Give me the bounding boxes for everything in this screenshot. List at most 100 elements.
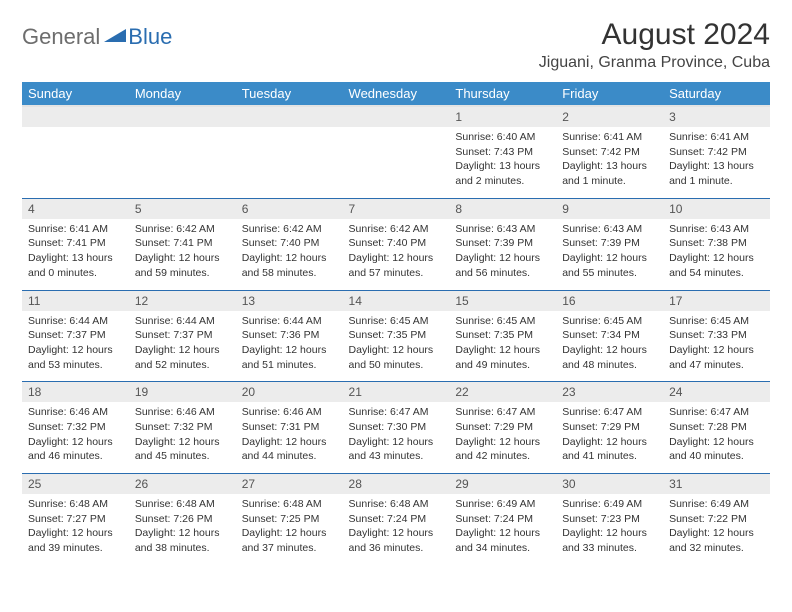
day-number: 12 <box>129 291 236 311</box>
week-row: 4Sunrise: 6:41 AMSunset: 7:41 PMDaylight… <box>22 198 770 290</box>
day-body: Sunrise: 6:49 AMSunset: 7:22 PMDaylight:… <box>663 494 770 565</box>
day-number: 30 <box>556 474 663 494</box>
logo: General Blue <box>22 18 172 50</box>
weekday-header: Tuesday <box>236 82 343 106</box>
day-cell: 13Sunrise: 6:44 AMSunset: 7:36 PMDayligh… <box>236 290 343 382</box>
day-number: 29 <box>449 474 556 494</box>
day-body: Sunrise: 6:45 AMSunset: 7:34 PMDaylight:… <box>556 311 663 382</box>
day-cell <box>343 106 450 198</box>
day-body: Sunrise: 6:45 AMSunset: 7:35 PMDaylight:… <box>343 311 450 382</box>
day-body: Sunrise: 6:47 AMSunset: 7:29 PMDaylight:… <box>556 402 663 473</box>
day-cell: 1Sunrise: 6:40 AMSunset: 7:43 PMDaylight… <box>449 106 556 198</box>
logo-text-blue: Blue <box>128 24 172 50</box>
day-body: Sunrise: 6:48 AMSunset: 7:27 PMDaylight:… <box>22 494 129 565</box>
day-body: Sunrise: 6:42 AMSunset: 7:40 PMDaylight:… <box>236 219 343 290</box>
day-cell <box>129 106 236 198</box>
day-cell: 23Sunrise: 6:47 AMSunset: 7:29 PMDayligh… <box>556 382 663 474</box>
day-number: 18 <box>22 382 129 402</box>
day-body: Sunrise: 6:43 AMSunset: 7:39 PMDaylight:… <box>556 219 663 290</box>
day-number: 24 <box>663 382 770 402</box>
day-cell: 12Sunrise: 6:44 AMSunset: 7:37 PMDayligh… <box>129 290 236 382</box>
day-cell: 20Sunrise: 6:46 AMSunset: 7:31 PMDayligh… <box>236 382 343 474</box>
day-cell <box>236 106 343 198</box>
day-body: Sunrise: 6:40 AMSunset: 7:43 PMDaylight:… <box>449 127 556 198</box>
logo-triangle-icon <box>104 27 126 48</box>
day-body: Sunrise: 6:44 AMSunset: 7:37 PMDaylight:… <box>22 311 129 382</box>
day-number: 10 <box>663 199 770 219</box>
week-row: 1Sunrise: 6:40 AMSunset: 7:43 PMDaylight… <box>22 106 770 198</box>
day-cell: 22Sunrise: 6:47 AMSunset: 7:29 PMDayligh… <box>449 382 556 474</box>
day-cell: 7Sunrise: 6:42 AMSunset: 7:40 PMDaylight… <box>343 198 450 290</box>
day-cell: 2Sunrise: 6:41 AMSunset: 7:42 PMDaylight… <box>556 106 663 198</box>
day-body: Sunrise: 6:42 AMSunset: 7:41 PMDaylight:… <box>129 219 236 290</box>
day-body: Sunrise: 6:47 AMSunset: 7:29 PMDaylight:… <box>449 402 556 473</box>
header-row: SundayMondayTuesdayWednesdayThursdayFrid… <box>22 82 770 106</box>
day-number: 2 <box>556 107 663 127</box>
day-body: Sunrise: 6:44 AMSunset: 7:36 PMDaylight:… <box>236 311 343 382</box>
day-number: 25 <box>22 474 129 494</box>
header: General Blue August 2024 Jiguani, Granma… <box>22 18 770 72</box>
week-row: 11Sunrise: 6:44 AMSunset: 7:37 PMDayligh… <box>22 290 770 382</box>
day-number <box>236 107 343 127</box>
weekday-header: Thursday <box>449 82 556 106</box>
day-cell: 31Sunrise: 6:49 AMSunset: 7:22 PMDayligh… <box>663 474 770 565</box>
day-number: 19 <box>129 382 236 402</box>
weekday-header: Friday <box>556 82 663 106</box>
day-cell: 8Sunrise: 6:43 AMSunset: 7:39 PMDaylight… <box>449 198 556 290</box>
day-number: 15 <box>449 291 556 311</box>
day-cell: 27Sunrise: 6:48 AMSunset: 7:25 PMDayligh… <box>236 474 343 565</box>
day-body: Sunrise: 6:46 AMSunset: 7:31 PMDaylight:… <box>236 402 343 473</box>
day-body <box>236 127 343 154</box>
day-cell: 25Sunrise: 6:48 AMSunset: 7:27 PMDayligh… <box>22 474 129 565</box>
location-subtitle: Jiguani, Granma Province, Cuba <box>539 54 770 72</box>
day-number <box>343 107 450 127</box>
day-number: 23 <box>556 382 663 402</box>
day-body: Sunrise: 6:46 AMSunset: 7:32 PMDaylight:… <box>22 402 129 473</box>
day-number: 8 <box>449 199 556 219</box>
day-number: 4 <box>22 199 129 219</box>
day-number: 1 <box>449 107 556 127</box>
day-number <box>22 107 129 127</box>
day-body: Sunrise: 6:43 AMSunset: 7:38 PMDaylight:… <box>663 219 770 290</box>
day-body: Sunrise: 6:48 AMSunset: 7:25 PMDaylight:… <box>236 494 343 565</box>
day-body: Sunrise: 6:42 AMSunset: 7:40 PMDaylight:… <box>343 219 450 290</box>
day-number: 28 <box>343 474 450 494</box>
day-body: Sunrise: 6:41 AMSunset: 7:42 PMDaylight:… <box>663 127 770 198</box>
day-number: 5 <box>129 199 236 219</box>
day-number: 11 <box>22 291 129 311</box>
day-cell: 24Sunrise: 6:47 AMSunset: 7:28 PMDayligh… <box>663 382 770 474</box>
day-cell: 6Sunrise: 6:42 AMSunset: 7:40 PMDaylight… <box>236 198 343 290</box>
day-cell: 9Sunrise: 6:43 AMSunset: 7:39 PMDaylight… <box>556 198 663 290</box>
day-body: Sunrise: 6:41 AMSunset: 7:42 PMDaylight:… <box>556 127 663 198</box>
day-cell: 3Sunrise: 6:41 AMSunset: 7:42 PMDaylight… <box>663 106 770 198</box>
page-title: August 2024 <box>539 18 770 52</box>
day-number: 14 <box>343 291 450 311</box>
day-body: Sunrise: 6:47 AMSunset: 7:28 PMDaylight:… <box>663 402 770 473</box>
day-body <box>22 127 129 154</box>
day-number: 20 <box>236 382 343 402</box>
day-number <box>129 107 236 127</box>
day-cell: 5Sunrise: 6:42 AMSunset: 7:41 PMDaylight… <box>129 198 236 290</box>
day-cell: 4Sunrise: 6:41 AMSunset: 7:41 PMDaylight… <box>22 198 129 290</box>
day-body: Sunrise: 6:45 AMSunset: 7:33 PMDaylight:… <box>663 311 770 382</box>
day-number: 7 <box>343 199 450 219</box>
title-block: August 2024 Jiguani, Granma Province, Cu… <box>539 18 770 72</box>
day-cell: 15Sunrise: 6:45 AMSunset: 7:35 PMDayligh… <box>449 290 556 382</box>
day-cell: 17Sunrise: 6:45 AMSunset: 7:33 PMDayligh… <box>663 290 770 382</box>
weekday-header: Monday <box>129 82 236 106</box>
day-body: Sunrise: 6:46 AMSunset: 7:32 PMDaylight:… <box>129 402 236 473</box>
day-cell: 16Sunrise: 6:45 AMSunset: 7:34 PMDayligh… <box>556 290 663 382</box>
day-body: Sunrise: 6:44 AMSunset: 7:37 PMDaylight:… <box>129 311 236 382</box>
day-cell: 30Sunrise: 6:49 AMSunset: 7:23 PMDayligh… <box>556 474 663 565</box>
day-body: Sunrise: 6:49 AMSunset: 7:24 PMDaylight:… <box>449 494 556 565</box>
calendar-table: SundayMondayTuesdayWednesdayThursdayFrid… <box>22 82 770 565</box>
day-number: 3 <box>663 107 770 127</box>
day-number: 6 <box>236 199 343 219</box>
day-body: Sunrise: 6:41 AMSunset: 7:41 PMDaylight:… <box>22 219 129 290</box>
day-number: 27 <box>236 474 343 494</box>
day-cell: 28Sunrise: 6:48 AMSunset: 7:24 PMDayligh… <box>343 474 450 565</box>
day-body: Sunrise: 6:45 AMSunset: 7:35 PMDaylight:… <box>449 311 556 382</box>
weekday-header: Wednesday <box>343 82 450 106</box>
day-body <box>129 127 236 154</box>
day-number: 26 <box>129 474 236 494</box>
